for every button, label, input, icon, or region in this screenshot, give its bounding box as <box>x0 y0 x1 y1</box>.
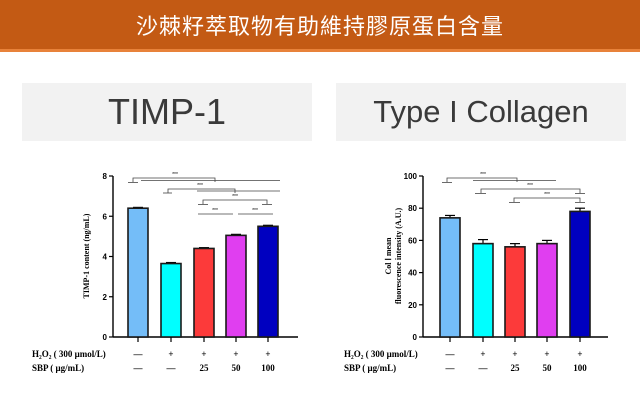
h2o2-value: — <box>445 349 456 359</box>
y-tick-label: 80 <box>408 204 417 213</box>
sbp-value: 25 <box>200 363 210 373</box>
bar-4 <box>257 225 279 338</box>
y-tick-label: 40 <box>408 269 417 278</box>
collagen-y-ticks: 0 20 40 60 80 100 <box>404 172 423 342</box>
y-tick-label: 8 <box>103 172 108 181</box>
sbp-value: — <box>133 363 144 373</box>
h2o2-value: + <box>265 349 270 359</box>
bar-0 <box>439 217 461 338</box>
timp1-bars <box>127 206 279 342</box>
h2o2-value: + <box>544 349 549 359</box>
sbp-value: — <box>478 363 489 373</box>
bar-1 <box>472 242 494 338</box>
panel-title-timp1: TIMP-1 <box>22 83 312 141</box>
bar-0 <box>127 207 149 338</box>
svg-text:***: *** <box>197 183 203 189</box>
timp1-chart: TIMP-1 content (ng/mL) 0 2 4 6 8 *** *** ***… <box>32 172 298 373</box>
h2o2-value: + <box>480 349 485 359</box>
collagen-significance-brackets <box>442 177 585 203</box>
timp1-h2o2-label: H₂O₂ ( 300 μmol/L) <box>32 349 106 359</box>
bar-3 <box>536 242 558 338</box>
collagen-y-axis-label-line1: Col Ⅰ mean <box>384 237 393 275</box>
y-tick-label: 4 <box>103 253 108 262</box>
y-tick-label: 2 <box>103 293 108 302</box>
svg-text:***: *** <box>232 194 238 200</box>
sbp-value: — <box>166 363 177 373</box>
sbp-value: 100 <box>261 363 275 373</box>
collagen-bars <box>439 207 591 342</box>
collagen-chart: Col Ⅰ mean fluorescence intensity (A.U.)… <box>344 172 608 373</box>
sbp-value: — <box>445 363 456 373</box>
timp1-y-axis-label: TIMP-1 content (ng/mL) <box>82 213 91 298</box>
y-tick-label: 100 <box>404 172 418 181</box>
y-tick-label: 60 <box>408 236 417 245</box>
sbp-value: 50 <box>543 363 553 373</box>
timp1-y-ticks: 0 2 4 6 8 <box>103 172 113 342</box>
sbp-value: 25 <box>511 363 521 373</box>
svg-text:***: *** <box>172 172 178 178</box>
svg-text:***: *** <box>480 172 486 178</box>
h2o2-value: + <box>577 349 582 359</box>
panel-title-collagen: Type I Collagen <box>336 83 626 141</box>
bar-2 <box>504 246 526 338</box>
y-tick-label: 20 <box>408 301 417 310</box>
y-tick-label: 0 <box>413 333 418 342</box>
bar-2 <box>193 247 215 338</box>
h2o2-value: + <box>168 349 173 359</box>
h2o2-value: + <box>233 349 238 359</box>
h2o2-value: + <box>201 349 206 359</box>
collagen-sbp-label: SBP ( μg/mL) <box>344 363 396 373</box>
bar-4 <box>569 210 591 338</box>
svg-text:***: *** <box>252 208 258 214</box>
svg-text:***: *** <box>527 183 533 189</box>
sbp-value: 100 <box>573 363 587 373</box>
collagen-y-axis-label-line2: fluorescence intensity (A.U.) <box>394 208 403 305</box>
page-header: 沙棘籽萃取物有助維持膠原蛋白含量 <box>0 0 640 52</box>
timp1-significance-brackets <box>128 177 280 215</box>
y-tick-label: 6 <box>103 212 108 221</box>
bar-1 <box>160 262 182 338</box>
timp1-sbp-label: SBP ( μg/mL) <box>32 363 84 373</box>
sbp-value: 50 <box>232 363 242 373</box>
svg-text:***: *** <box>544 192 550 198</box>
svg-text:***: *** <box>212 208 218 214</box>
collagen-h2o2-label: H₂O₂ ( 300 μmol/L) <box>344 349 418 359</box>
h2o2-value: — <box>133 349 144 359</box>
h2o2-value: + <box>512 349 517 359</box>
y-tick-label: 0 <box>103 333 108 342</box>
bar-3 <box>225 234 247 338</box>
header-title: 沙棘籽萃取物有助維持膠原蛋白含量 <box>135 14 504 40</box>
